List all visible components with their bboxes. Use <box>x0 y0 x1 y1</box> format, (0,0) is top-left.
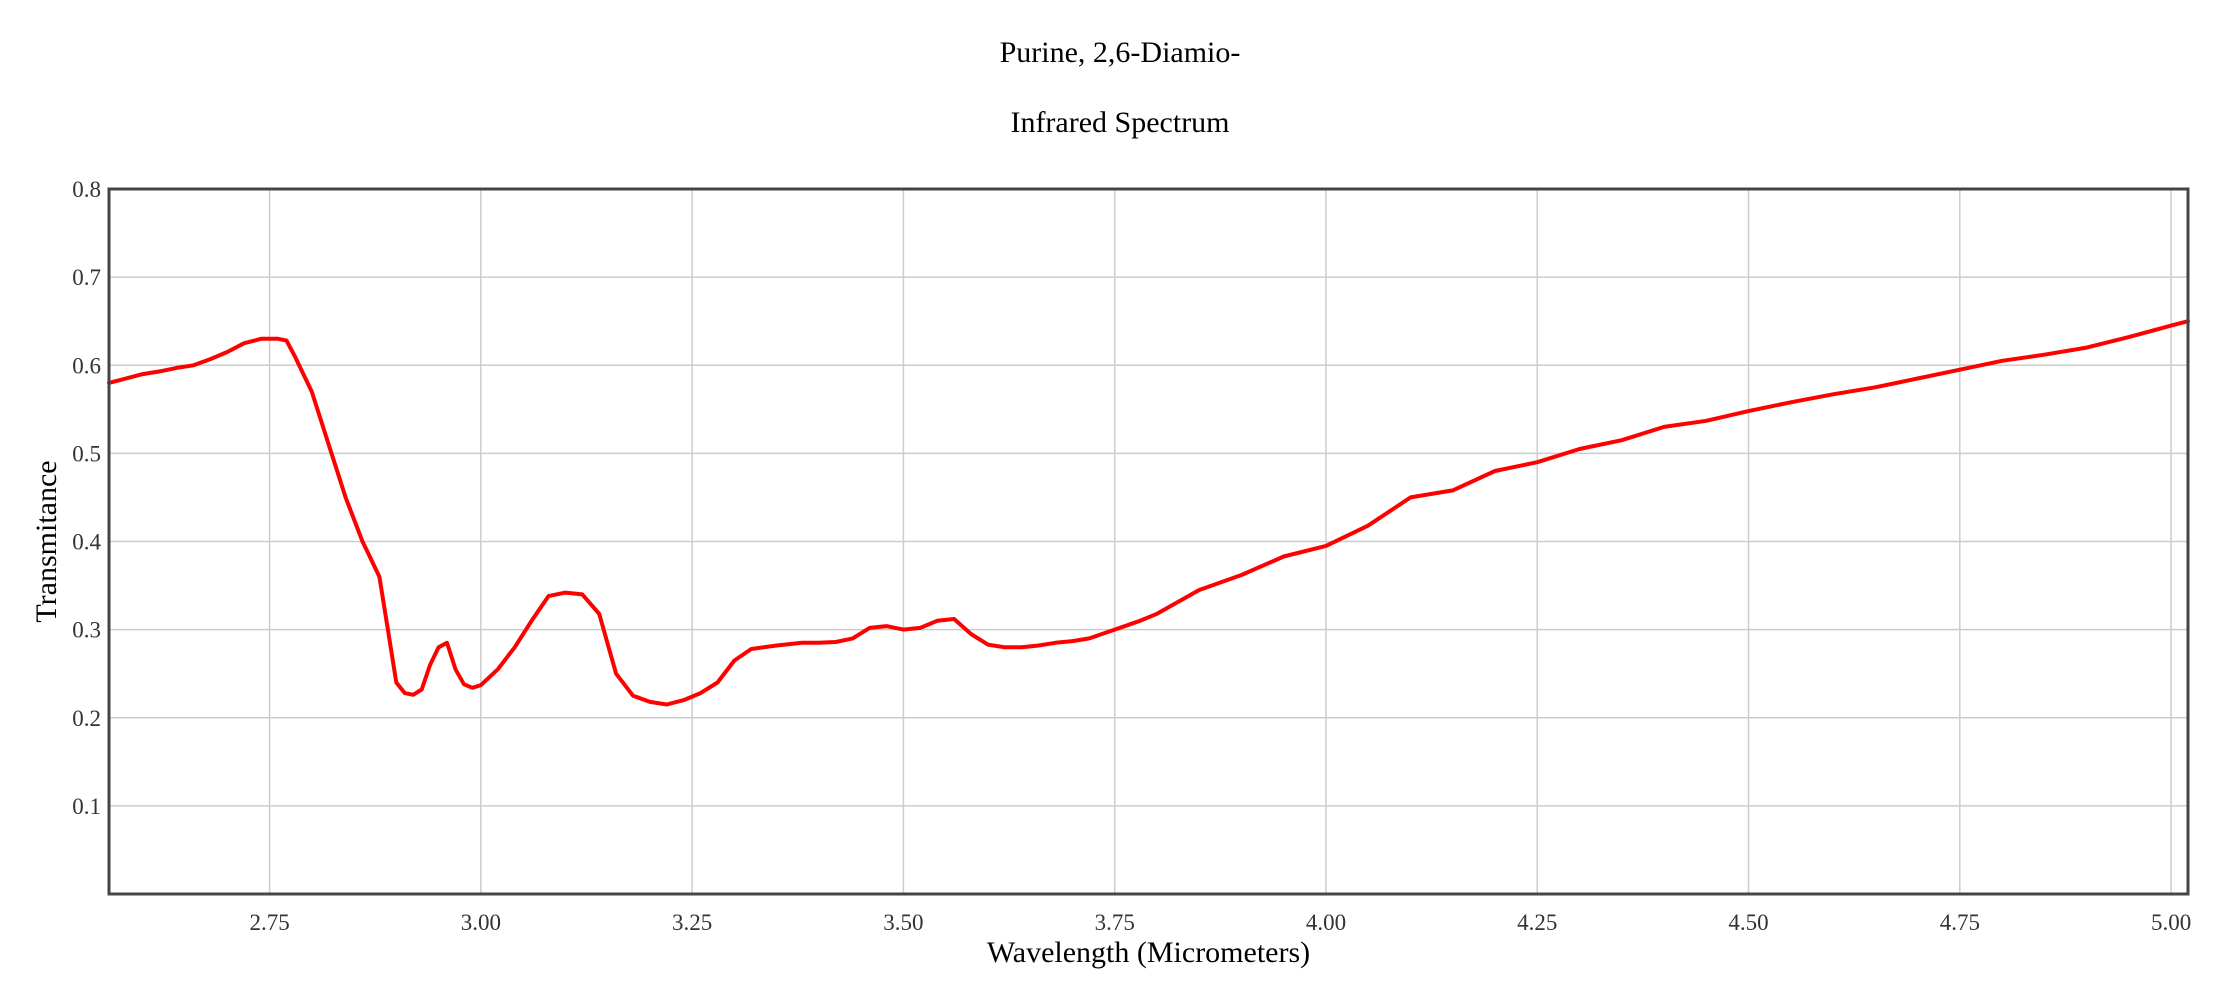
y-tick-label: 0.5 <box>72 441 101 466</box>
x-axis-ticks: 2.75 3.00 3.25 3.50 3.75 4.00 4.25 4.50 4.75 5.00 <box>249 910 2191 935</box>
y-tick-label: 0.4 <box>72 530 101 555</box>
y-tick-label: 0.1 <box>72 794 101 819</box>
x-tick-label: 4.50 <box>1728 910 1768 935</box>
x-tick-label: 2.75 <box>249 910 289 935</box>
chart-subtitle: Infrared Spectrum <box>1010 106 1230 139</box>
y-tick-label: 0.8 <box>72 177 101 202</box>
x-tick-label: 3.00 <box>461 910 501 935</box>
series-line <box>107 319 2190 707</box>
y-axis-ticks: 0.1 0.2 0.3 0.4 0.5 0.6 0.7 0.8 <box>72 177 101 819</box>
y-tick-label: 0.2 <box>72 706 101 731</box>
x-tick-label: 4.00 <box>1306 910 1346 935</box>
chart-title: Purine, 2,6-Diamio- <box>999 36 1241 69</box>
x-axis-label: Wavelength (Micrometers) <box>987 936 1310 969</box>
plot-frame <box>107 187 2190 896</box>
y-tick-label: 0.7 <box>72 265 101 290</box>
x-tick-label: 4.75 <box>1940 910 1980 935</box>
x-tick-label: 5.00 <box>2151 910 2191 935</box>
grid <box>109 188 2188 894</box>
x-tick-label: 3.25 <box>672 910 712 935</box>
y-axis-label: Transmitance <box>30 460 63 622</box>
x-tick-label: 3.75 <box>1095 910 1135 935</box>
x-tick-label: 3.50 <box>883 910 923 935</box>
x-tick-label: 4.25 <box>1517 910 1557 935</box>
y-tick-label: 0.3 <box>72 618 101 643</box>
y-tick-label: 0.6 <box>72 353 101 378</box>
